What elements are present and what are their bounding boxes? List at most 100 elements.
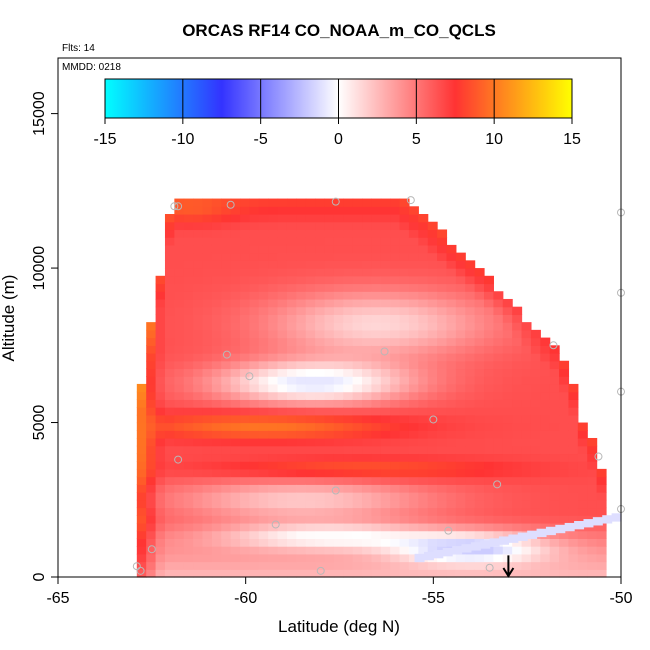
heatmap-cell [380,283,391,292]
heatmap-cell [343,376,354,385]
heatmap-cell [333,376,344,385]
heatmap-cell [268,476,279,485]
heatmap-cell [536,528,547,538]
heatmap-cell [296,391,307,400]
heatmap-cell [371,461,382,470]
heatmap-cell [249,237,260,246]
heatmap-cell [390,522,401,532]
heatmap-cell [296,221,307,231]
heatmap-cell [315,345,326,354]
heatmap-cell [174,492,185,501]
heatmap-cell [559,437,570,447]
heatmap-cell [362,337,373,346]
heatmap-cell [465,314,476,323]
heatmap-cell [296,353,307,362]
heatmap-cell [455,468,466,478]
heatmap-cell [296,437,307,447]
heatmap-cell [315,244,326,254]
heatmap-cell [193,283,204,292]
heatmap-cell [352,383,363,393]
heatmap-cell [474,368,485,377]
heatmap-cell [324,214,335,223]
heatmap-cell [577,468,588,478]
heatmap-cell [474,353,485,362]
heatmap-cell [324,522,335,532]
heatmap-cell [146,430,157,439]
heatmap-cell [211,561,222,570]
heatmap-cell [211,360,222,370]
heatmap-cell [333,244,344,254]
heatmap-cell [502,484,513,493]
heatmap-cell [484,275,494,285]
heatmap-cell [249,484,260,493]
heatmap-cell [474,314,485,323]
heatmap-cell [211,283,222,292]
heatmap-cell [418,391,429,400]
heatmap-cell [296,383,307,393]
heatmap-cell [484,298,494,308]
heatmap-cell [183,268,194,277]
heatmap-cell [221,353,232,362]
heatmap-cell [484,383,494,393]
heatmap-cell [221,422,232,431]
heatmap-cell [437,492,448,501]
heatmap-cell [286,314,297,323]
heatmap-cell [249,214,260,223]
heatmap-cell [221,414,232,424]
heatmap-cell [333,553,344,563]
heatmap-cell [240,507,251,516]
heatmap-cell [446,268,457,277]
heatmap-cell [512,515,523,524]
heatmap-cell [380,461,391,470]
heatmap-cell [286,430,297,439]
heatmap-cell [371,538,382,547]
heatmap-cell [193,538,204,547]
heatmap-cell [493,422,504,431]
heatmap-cell [437,515,448,524]
heatmap-cell [249,546,260,555]
heatmap-cell [164,345,175,354]
heatmap-cell [502,399,513,408]
heatmap-cell [221,453,232,462]
heatmap-cell [277,376,288,385]
heatmap-cell [230,499,241,509]
heatmap-cell [493,314,504,323]
heatmap-cell [193,298,204,308]
heatmap-cell [230,353,241,362]
heatmap-cell [268,368,279,377]
heatmap-cell [521,430,532,439]
heatmap-cell [484,546,494,555]
heatmap-cell [164,383,175,393]
heatmap-cell [221,561,232,570]
heatmap-cell [362,376,373,385]
heatmap-cell [183,407,194,416]
heatmap-cell [136,430,147,439]
heatmap-cell [249,353,260,362]
heatmap-cell [427,252,438,261]
heatmap-cell [465,383,476,393]
heatmap-cell [333,368,344,377]
flights-note: Flts: 14 [62,43,95,54]
heatmap-cell [202,538,213,547]
heatmap-cell [305,268,316,277]
heatmap-cell [286,492,297,501]
heatmap-cell [296,298,307,308]
heatmap-cell [193,229,204,238]
heatmap-cell [446,569,457,578]
heatmap-cell [305,237,316,246]
heatmap-cell [502,546,513,555]
heatmap-cell [230,198,241,207]
heatmap-cell [390,252,401,261]
heatmap-cell [530,399,541,408]
heatmap-cell [249,430,260,439]
heatmap-cell [512,345,523,354]
heatmap-cell [418,275,429,285]
heatmap-cell [455,360,466,370]
heatmap-cell [399,252,410,261]
heatmap-cell [221,306,232,316]
heatmap-cell [268,445,279,455]
heatmap-cell [427,306,438,316]
heatmap-cell [240,437,251,447]
heatmap-cell [211,538,222,547]
heatmap-cell [277,492,288,501]
